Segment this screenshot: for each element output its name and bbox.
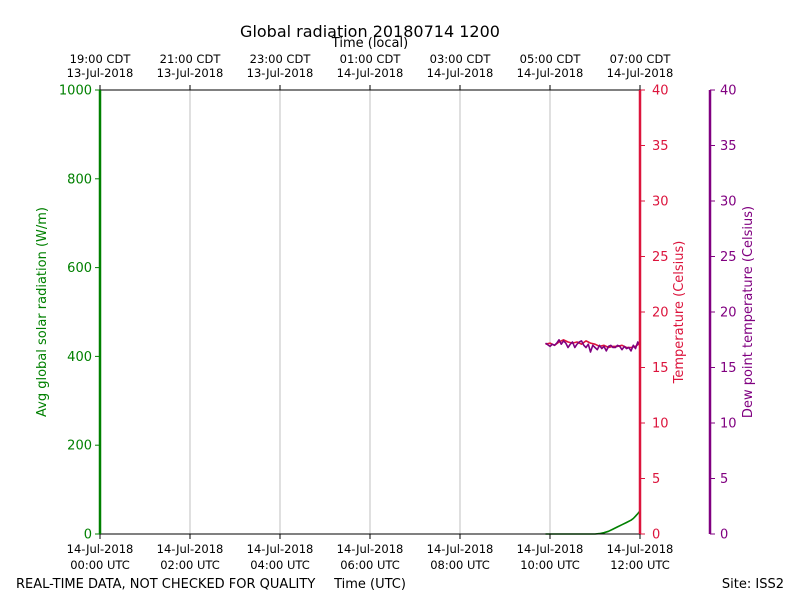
x-local-tick-label-time: 19:00 CDT [70,52,132,66]
y-temperature-tick-label: 15 [652,361,669,376]
y-dewpoint-tick-label: 0 [720,528,728,543]
x-local-tick-label-date: 13-Jul-2018 [157,66,224,80]
y-axis-label-dewpoint: Dew point temperature (Celsius) [741,206,756,418]
axes-layer: 0200400600800100005101520253035400510152… [59,52,737,572]
x-utc-tick-label-date: 14-Jul-2018 [337,542,404,556]
x-local-tick-label-time: 21:00 CDT [160,52,222,66]
y-temperature-tick-label: 25 [652,250,669,265]
x-local-tick-label-date: 14-Jul-2018 [427,66,494,80]
y-dewpoint-tick-label: 25 [720,250,737,265]
y-temperature-tick-label: 5 [652,472,660,487]
y-left-tick-label: 600 [67,261,92,276]
x-utc-tick-label-time: 06:00 UTC [340,558,400,572]
x-utc-tick-label-time: 02:00 UTC [160,558,220,572]
y-dewpoint-tick-label: 30 [720,195,737,210]
y-left-tick-label: 400 [67,350,92,365]
y-dewpoint-tick-label: 40 [720,84,737,99]
y-left-tick-label: 800 [67,172,92,187]
x-utc-tick-label-date: 14-Jul-2018 [247,542,314,556]
quality-disclaimer: REAL-TIME DATA, NOT CHECKED FOR QUALITY [16,577,315,592]
y-temperature-tick-label: 20 [652,306,669,321]
y-dewpoint-tick-label: 15 [720,361,737,376]
top-axis-label: Time (local) [331,36,408,51]
x-axis-label: Time (UTC) [333,577,406,592]
chart-title: Global radiation 20180714 1200 [240,22,500,41]
y-temperature-tick-label: 30 [652,195,669,210]
x-local-tick-label-date: 13-Jul-2018 [67,66,134,80]
x-utc-tick-label-date: 14-Jul-2018 [427,542,494,556]
y-temperature-tick-label: 10 [652,417,669,432]
x-local-tick-label-date: 13-Jul-2018 [247,66,314,80]
y-left-tick-label: 200 [67,439,92,454]
y-dewpoint-tick-label: 10 [720,417,737,432]
x-utc-tick-label-date: 14-Jul-2018 [157,542,224,556]
y-axis-label-left: Avg global solar radiation (W/m) [35,207,50,417]
y-axis-label-temperature: Temperature (Celsius) [672,241,687,385]
x-local-tick-label-date: 14-Jul-2018 [517,66,584,80]
x-utc-tick-label-time: 12:00 UTC [610,558,670,572]
y-dewpoint-tick-label: 35 [720,139,737,154]
x-local-tick-label-time: 03:00 CDT [430,52,492,66]
x-utc-tick-label-date: 14-Jul-2018 [607,542,674,556]
x-local-tick-label-time: 23:00 CDT [250,52,312,66]
y-temperature-tick-label: 0 [652,528,660,543]
x-utc-tick-label-time: 04:00 UTC [250,558,310,572]
y-left-tick-label: 1000 [59,84,92,99]
x-local-tick-label-date: 14-Jul-2018 [337,66,404,80]
y-left-tick-label: 0 [84,528,92,543]
series-layer [545,338,641,535]
x-utc-tick-label-time: 10:00 UTC [520,558,580,572]
x-local-tick-label-time: 07:00 CDT [610,52,672,66]
y-temperature-tick-label: 40 [652,84,669,99]
y-temperature-tick-label: 35 [652,139,669,154]
y-dewpoint-tick-label: 20 [720,306,737,321]
x-utc-tick-label-date: 14-Jul-2018 [517,542,584,556]
x-utc-tick-label-date: 14-Jul-2018 [67,542,134,556]
x-local-tick-label-time: 01:00 CDT [340,52,402,66]
x-utc-tick-label-time: 00:00 UTC [70,558,130,572]
x-utc-tick-label-time: 08:00 UTC [430,558,490,572]
y-dewpoint-tick-label: 5 [720,472,728,487]
site-label: Site: ISS2 [722,577,784,592]
grid-lines [189,90,551,534]
x-local-tick-label-date: 14-Jul-2018 [607,66,674,80]
dewpoint-series-line [545,338,641,353]
radiation-series-line [545,510,641,535]
x-local-tick-label-time: 05:00 CDT [520,52,582,66]
